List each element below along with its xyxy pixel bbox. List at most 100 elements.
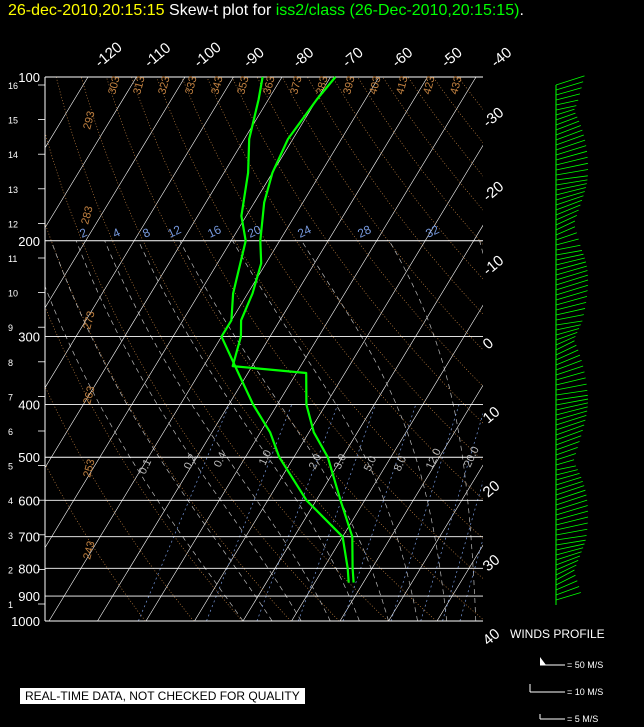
wind-barb [555, 516, 589, 526]
wind-barb [555, 261, 586, 271]
wind-barb [555, 187, 586, 196]
wind-barb [555, 320, 583, 326]
wind-barb [555, 485, 585, 496]
mixing-ratio-line [206, 404, 293, 621]
wind-barb [555, 120, 580, 131]
wind-barb [555, 75, 585, 86]
isotherm-line [45, 77, 283, 469]
height-tick-label: 1 [8, 600, 13, 610]
wind-barb [555, 522, 588, 531]
moist-adiabat-label: 3.0 [332, 452, 349, 471]
wind-barb [555, 150, 588, 161]
title-end: . [519, 2, 524, 19]
quality-disclaimer: REAL-TIME DATA, NOT CHECKED FOR QUALITY [20, 688, 305, 704]
moist-adiabat-line [50, 240, 273, 621]
moist-adiabat-line [232, 240, 418, 621]
wind-barb [555, 328, 580, 336]
pressure-tick-label: 300 [18, 330, 40, 345]
isotherm-line [97, 77, 428, 621]
wind-barb [555, 220, 576, 231]
dry-adiabat-label: 303 [106, 75, 122, 96]
wind-barb [555, 489, 586, 501]
dewpoint-trace [220, 76, 350, 583]
wind-barb [555, 494, 587, 506]
axis-labels: 1002003004005006007008009001000161514131… [8, 39, 515, 649]
dry-adiabat-label: 333 [183, 75, 199, 96]
dry-adiabat-line [181, 77, 483, 500]
isotherm-line [388, 464, 483, 621]
wind-barb [555, 559, 579, 571]
isotherm-line [242, 224, 483, 621]
wind-barb [555, 569, 575, 581]
isotherm-lines [45, 77, 644, 621]
height-tick-label: 11 [8, 254, 17, 264]
wind-barb [555, 238, 579, 246]
height-tick-label: 10 [8, 289, 18, 299]
wind-barb [555, 528, 588, 536]
wind-barb [555, 308, 586, 316]
title-source: iss2/class (26-Dec-2010,20:15:15) [275, 2, 520, 19]
mixing-ratio-line [420, 412, 483, 621]
isotherm-line [48, 77, 380, 621]
dry-adiabat-label: 323 [156, 75, 172, 96]
wind-barb [555, 87, 582, 96]
wind-barb [555, 465, 576, 471]
dry-adiabat-label: 283 [79, 205, 95, 226]
wind-barb [555, 215, 577, 226]
pressure-tick-label: 200 [18, 234, 40, 249]
wind-barb [555, 499, 588, 511]
title-timestamp: 26-dec-2010,20:15:15 [8, 2, 165, 19]
isotherm-line [583, 77, 644, 621]
wind-barb [555, 156, 588, 166]
wind-legend-5: = 5 M/S [567, 714, 599, 724]
dry-adiabat-label: 433 [448, 75, 464, 96]
height-tick-label: 15 [8, 116, 18, 126]
isotherm-line [45, 77, 234, 389]
moist-adiabat-label: 0.1 [137, 457, 154, 476]
moist-adiabat-line [45, 285, 244, 621]
wind-barb [555, 232, 577, 241]
dry-adiabat-line [80, 77, 437, 621]
wind-barb [555, 250, 583, 256]
wind-barb [555, 199, 583, 211]
wind-barb [555, 270, 588, 281]
isotherm-line [436, 544, 483, 621]
dry-adiabat-line [45, 305, 243, 621]
wind-barb [555, 253, 584, 261]
pressure-tick-label: 900 [18, 589, 40, 604]
pressure-tick-label: 700 [18, 530, 40, 545]
wind-barb [555, 183, 587, 191]
temperature-top-label: -120 [92, 39, 126, 71]
temperature-right-label: 0 [480, 335, 497, 353]
wind-barb [555, 429, 583, 441]
wind-barb [555, 204, 581, 216]
moist-adiabat-line [75, 240, 302, 621]
height-tick-label: 13 [8, 185, 18, 195]
wind-barb [555, 406, 588, 416]
wind-barb [555, 257, 585, 266]
pressure-tick-label: 600 [18, 493, 40, 508]
wind-barb [555, 344, 577, 356]
dry-adiabat-line [407, 77, 483, 177]
temperature-top-label: -90 [240, 44, 268, 71]
dry-adiabat-label: 253 [81, 458, 97, 479]
dry-adiabat-line [206, 77, 483, 462]
dry-adiabat-line [432, 77, 483, 144]
mixing-ratio-line [138, 404, 230, 621]
wind-barb [555, 435, 582, 446]
moist-adiabat-label: 2.0 [307, 452, 324, 471]
wind-barb [555, 81, 584, 91]
temperature-top-label: -50 [438, 44, 466, 71]
wind-barb [555, 410, 588, 421]
moist-adiabat-label: 12.0 [424, 447, 444, 471]
dry-adiabat-line [156, 77, 483, 539]
wind-barb [555, 580, 578, 591]
mixing-ratio-line [256, 404, 339, 621]
mixing-ratio-label: 28 [355, 222, 373, 240]
wind-barb [555, 301, 587, 311]
dry-adiabat-label: 403 [367, 75, 383, 96]
wind-barb [555, 505, 588, 516]
dry-adiabat-line [131, 77, 483, 579]
wind-barb [555, 324, 581, 331]
